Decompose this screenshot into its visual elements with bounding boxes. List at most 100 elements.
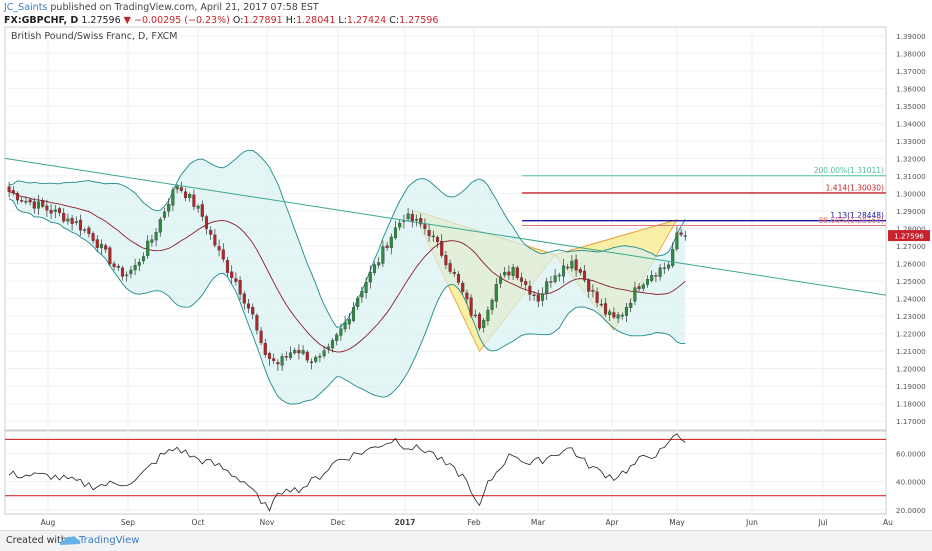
- low-value: 1.27424: [346, 15, 387, 26]
- candle-body: [272, 358, 276, 361]
- candle-body: [301, 350, 305, 354]
- candle-body: [45, 205, 49, 211]
- high-label: H:: [285, 15, 297, 26]
- candle-body: [435, 237, 440, 243]
- candle-body: [162, 211, 167, 218]
- candle-body: [372, 264, 377, 274]
- candle-body: [645, 278, 650, 285]
- price-tick-label: 1.37000: [896, 67, 926, 76]
- rsi-tick-label: 40.0000: [896, 478, 926, 487]
- open-label: O:: [232, 15, 244, 26]
- candle-body: [246, 303, 251, 309]
- candle-body: [221, 249, 225, 260]
- candle-body: [364, 282, 368, 293]
- candle-body: [343, 322, 347, 330]
- bollinger-bands: [8, 149, 686, 405]
- candle-body: [406, 213, 410, 220]
- candle-body: [494, 284, 498, 302]
- candle-body: [108, 247, 112, 265]
- candle-body: [20, 200, 24, 202]
- candle-body: [473, 314, 477, 317]
- candle-body: [91, 233, 95, 241]
- candle-body: [398, 222, 402, 228]
- chart-header: JC_Saints published on TradingView.com, …: [4, 1, 884, 27]
- candle-body: [490, 299, 494, 310]
- lower-band-line: [8, 198, 686, 405]
- tradingview-brand[interactable]: TradingView: [79, 535, 140, 546]
- candle-body: [540, 293, 545, 301]
- candle-body: [158, 219, 162, 233]
- candle-body: [213, 234, 217, 246]
- price-tick-label: 1.36000: [896, 84, 926, 93]
- candle-body: [414, 219, 419, 221]
- candle-body: [360, 290, 364, 298]
- candle-body: [427, 230, 431, 237]
- candle-body: [255, 315, 259, 331]
- candle-body: [137, 262, 141, 266]
- candle-body: [570, 260, 574, 269]
- candle-body: [192, 194, 196, 207]
- last-price: 1.27596: [81, 15, 121, 26]
- upper-band-line: [9, 149, 686, 328]
- candle-body: [566, 266, 570, 269]
- candle-body: [393, 227, 398, 239]
- candle-body: [549, 281, 553, 283]
- price-tick-label: 1.33000: [896, 137, 926, 146]
- candle-body: [662, 267, 666, 269]
- time-tick-label: May: [669, 518, 685, 527]
- candle-body: [309, 361, 314, 363]
- candle-body: [154, 232, 158, 241]
- candle-body: [671, 248, 675, 266]
- high-value: 1.28041: [296, 15, 336, 26]
- price-tick-label: 1.22000: [896, 330, 926, 339]
- candle-body: [116, 266, 120, 268]
- price-tick-label: 1.23000: [896, 312, 926, 321]
- price-tick-label: 1.29000: [896, 207, 926, 216]
- candle-body: [629, 302, 633, 308]
- time-tick-label: Oct: [192, 518, 205, 527]
- candle-body: [238, 280, 242, 295]
- candle-body: [557, 274, 561, 277]
- chart-canvas[interactable]: 200.00%(1.31011) 1.414(1.30030) 1.13(1.284…: [0, 0, 932, 530]
- open-value: 1.27891: [243, 15, 283, 26]
- candle-body: [616, 314, 620, 319]
- change-arrow-icon: ▼: [123, 15, 131, 26]
- candle-body: [280, 356, 284, 366]
- candle-body: [95, 239, 99, 248]
- candle-body: [456, 273, 461, 283]
- time-tick-label: Nov: [260, 518, 275, 527]
- candle-body: [330, 340, 335, 349]
- candle-body: [322, 350, 326, 357]
- candle-body: [78, 219, 83, 231]
- candle-body: [179, 187, 183, 191]
- candle-body: [612, 312, 616, 318]
- candle-body: [53, 209, 57, 212]
- trend-line: [4, 157, 887, 296]
- last-price-tag-label: 1.27596: [894, 232, 924, 241]
- candle-body: [196, 205, 200, 209]
- candle-body: [440, 240, 444, 256]
- candle-body: [423, 224, 427, 229]
- low-label: L:: [338, 15, 347, 26]
- author-link[interactable]: JC_Saints: [4, 2, 48, 13]
- price-tick-label: 1.24000: [896, 295, 926, 304]
- time-tick-label: Sep: [121, 518, 135, 527]
- candle-body: [217, 246, 221, 251]
- price-tick-label: 1.21000: [896, 347, 926, 356]
- price-tick-label: 1.17000: [896, 417, 926, 426]
- fib-level-label: 88.60%(1.28168): [819, 216, 885, 225]
- time-tick-label: Jul: [817, 518, 827, 527]
- candle-body: [326, 346, 330, 350]
- time-tick-label: Dec: [331, 518, 346, 527]
- rsi-pane-frame: [4, 430, 887, 515]
- candle-body: [293, 349, 297, 354]
- candle-body: [658, 267, 662, 277]
- candle-body: [574, 259, 578, 271]
- candle-body: [561, 265, 566, 277]
- candle-body: [641, 284, 645, 289]
- change-value: −0.00295 (−0.23%): [134, 15, 230, 26]
- candle-body: [650, 275, 654, 281]
- candle-body: [603, 303, 608, 315]
- candle-body: [654, 275, 658, 277]
- candle-body: [104, 245, 108, 250]
